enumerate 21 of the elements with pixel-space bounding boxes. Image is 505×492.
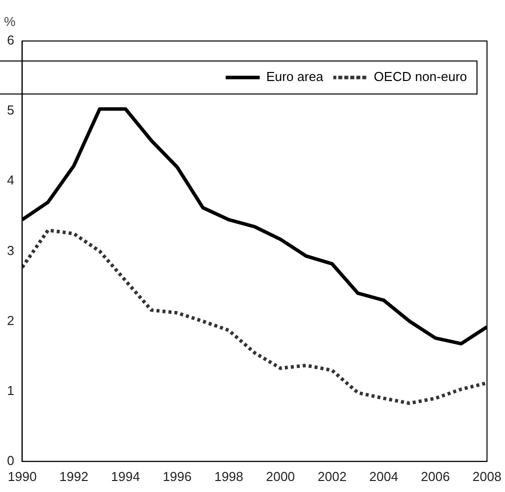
y-tick-label: 2 — [6, 312, 14, 328]
y-tick-label: 1 — [6, 382, 14, 398]
line-series — [22, 228, 487, 405]
x-tick-label: 2000 — [266, 468, 295, 484]
x-tick-label: 2002 — [318, 468, 347, 484]
x-tick-label: 2004 — [369, 468, 398, 484]
x-tick-label: 1998 — [214, 468, 244, 484]
x-tick-label: 1990 — [8, 468, 37, 484]
x-tick-label: 2006 — [420, 468, 450, 484]
legend-label: OECD non-euro — [374, 69, 468, 84]
x-tick-label: 1994 — [111, 468, 140, 484]
y-tick-label: 0 — [6, 452, 14, 468]
y-tick-label: 3 — [6, 242, 14, 258]
x-tick-label: 1992 — [59, 468, 88, 484]
x-tick-label: 1996 — [162, 468, 192, 484]
y-tick-label: 6 — [6, 32, 14, 48]
y-tick-label: 5 — [6, 102, 14, 118]
y-tick-label: 4 — [6, 172, 14, 188]
x-tick-label: 2008 — [472, 468, 502, 484]
legend-label: Euro area — [266, 69, 324, 84]
y-axis-title: % — [4, 14, 16, 29]
